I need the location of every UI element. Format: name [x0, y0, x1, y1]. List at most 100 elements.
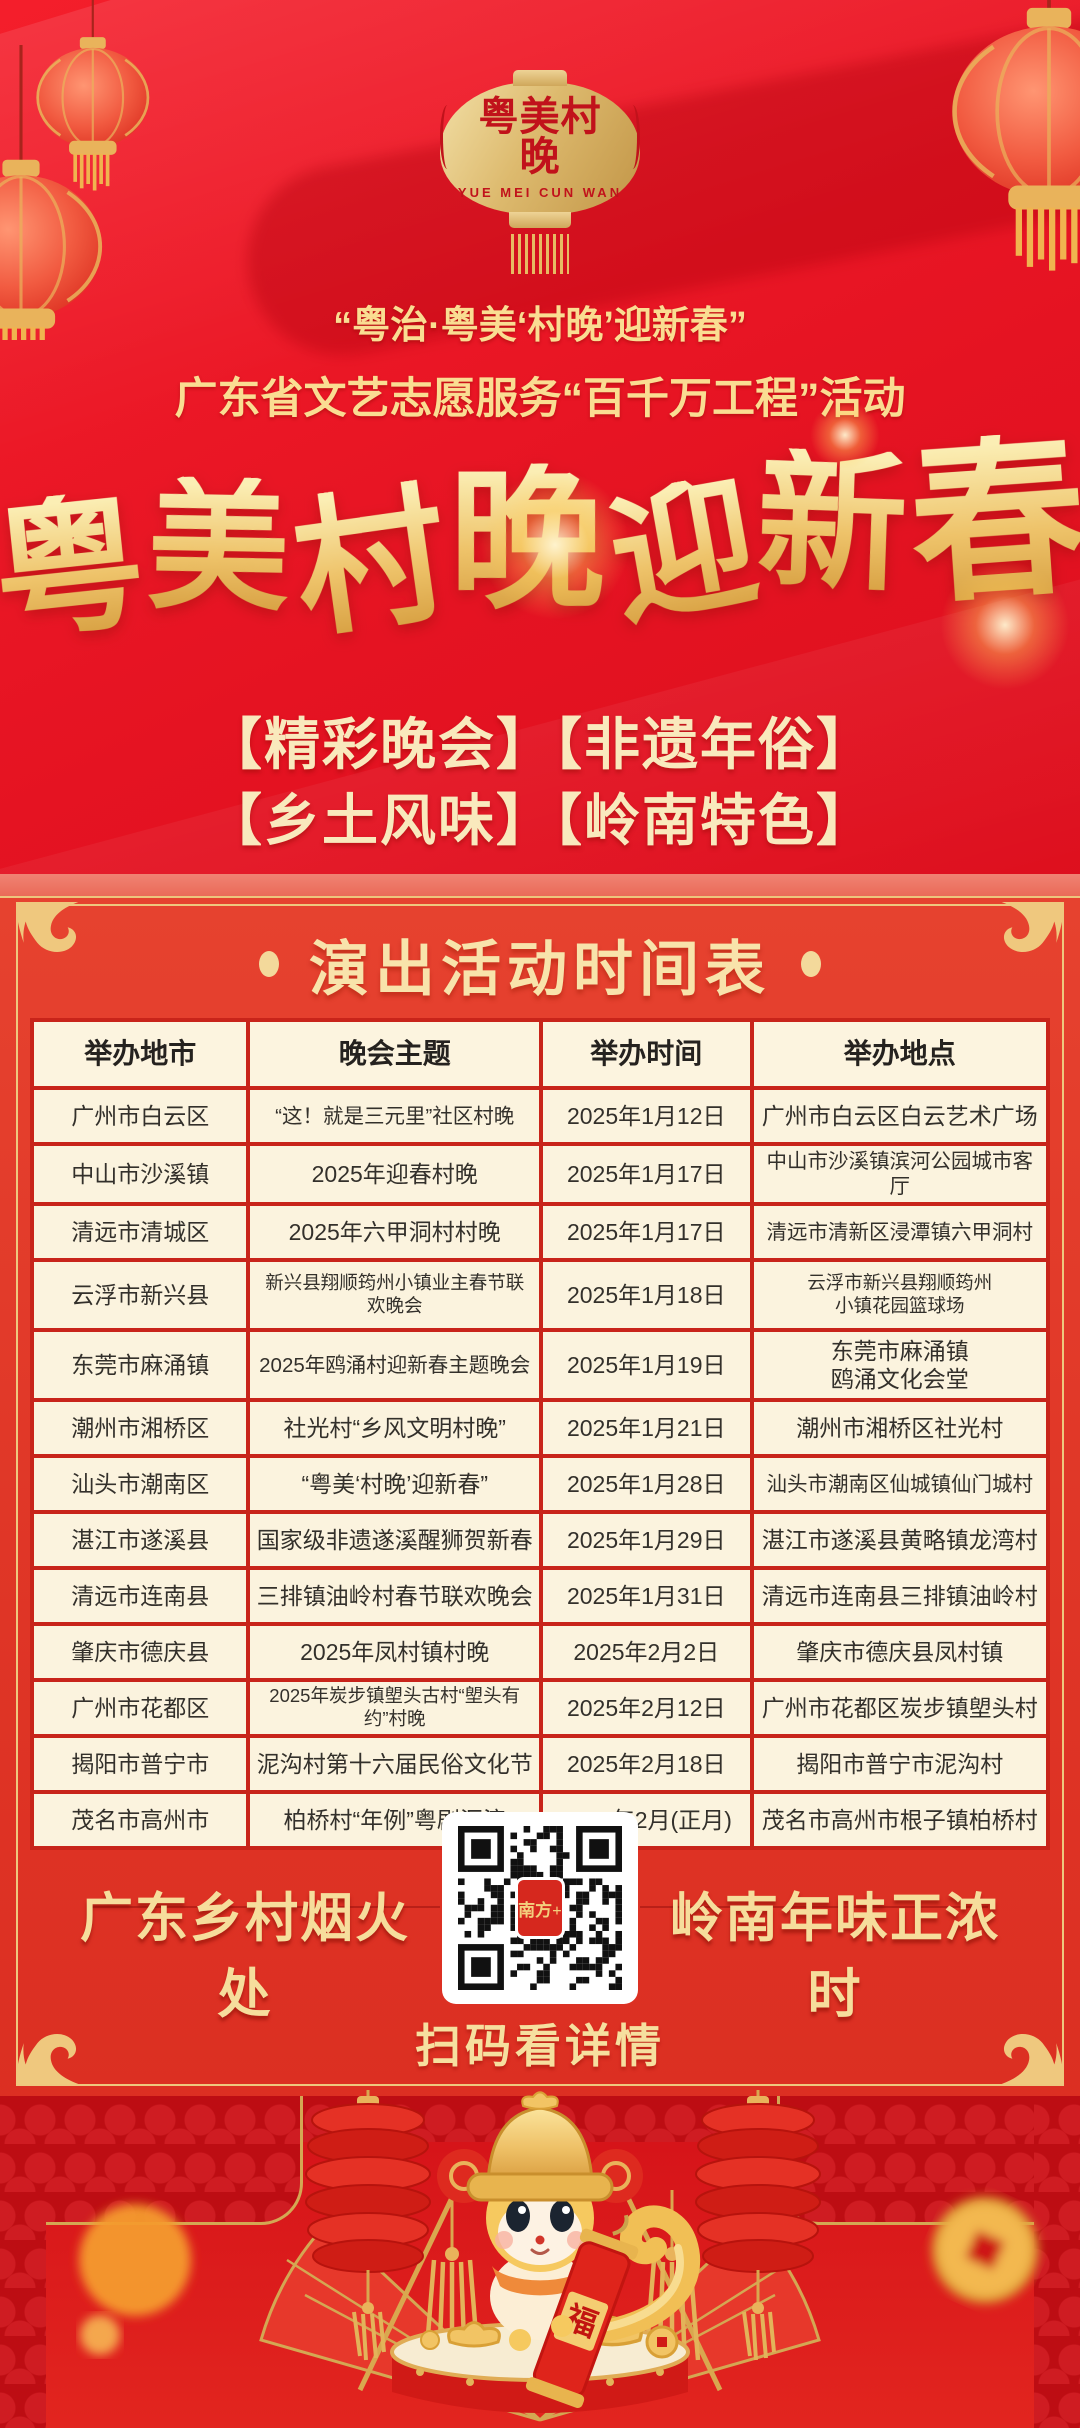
divider-line	[92, 1906, 440, 1908]
cell-venue: 中山市沙溪镇滨河公园城市客厅	[753, 1146, 1046, 1202]
table-header-row: 举办地市 晚会主题 举办时间 举办地点	[34, 1022, 1046, 1086]
cell-date: 2025年1月17日	[542, 1206, 750, 1258]
cell-date: 2025年1月21日	[542, 1402, 750, 1454]
firecracker: 福	[525, 2214, 639, 2409]
curtain-valance-right	[777, 2096, 1080, 2225]
cell-venue: 广州市花都区炭步镇塱头村	[753, 1682, 1046, 1734]
table-row: 清远市清城区 2025年六甲洞村村晚 2025年1月17日 清远市清新区浸潭镇六…	[34, 1206, 1046, 1258]
gold-frame	[16, 904, 1064, 2086]
kicker-line-2: 广东省文艺志愿服务“百千万工程”活动	[174, 375, 906, 423]
table-row: 清远市连南县 三排镇油岭村春节联欢晚会 2025年1月31日 清远市连南县三排镇…	[34, 1570, 1046, 1622]
cell-theme: 2025年鸥涌村迎新春主题晚会	[250, 1332, 539, 1398]
cell-date: 2025年2月2日	[542, 1626, 750, 1678]
qr-caption: 扫码看详情	[415, 2020, 665, 2072]
cell-theme: 新兴县翔顺筠州小镇业主春节联欢晚会	[250, 1262, 539, 1328]
cell-city: 广州市花都区	[34, 1682, 247, 1734]
cell-theme: 2025年炭步镇塱头古村“塱头有约”村晚	[250, 1682, 539, 1734]
table-row: 揭阳市普宁市 泥沟村第十六届民俗文化节 2025年2月18日 揭阳市普宁市泥沟村	[34, 1738, 1046, 1790]
cell-city: 东莞市麻涌镇	[34, 1332, 247, 1398]
main-title-char: 新	[754, 439, 910, 611]
cell-city: 肇庆市德庆县	[34, 1626, 247, 1678]
logo-latin: YUE MEI CUN WAN	[457, 184, 623, 200]
cell-venue: 清远市清新区浸潭镇六甲洞村	[753, 1206, 1046, 1258]
main-title-char: 晚	[448, 454, 605, 628]
main-title-char: 春	[904, 419, 1080, 626]
main-title-char: 村	[284, 469, 458, 657]
divider-line	[640, 1906, 988, 1908]
cell-city: 清远市清城区	[34, 1206, 247, 1258]
stage-pillar-right	[1034, 2096, 1080, 2428]
title-dot-right	[801, 951, 821, 977]
cell-date: 2025年1月31日	[542, 1570, 750, 1622]
cell-venue: 湛江市遂溪县黄略镇龙湾村	[753, 1514, 1046, 1566]
gold-blob	[79, 2204, 191, 2316]
frame-corner-ornament	[988, 900, 1066, 978]
cell-city: 广州市白云区	[34, 1090, 247, 1142]
cell-theme: 2025年凤村镇村晚	[250, 1626, 539, 1678]
cell-theme: 2025年迎春村晚	[250, 1146, 539, 1202]
cell-date: 2025年2月18日	[542, 1738, 750, 1790]
table-row: 汕头市潮南区 “粤美‘村晚’迎新春” 2025年1月28日 汕头市潮南区仙城镇仙…	[34, 1458, 1046, 1510]
schedule-table: 举办地市 晚会主题 举办时间 举办地点 广州市白云区 “这！就是三元里”社区村晚…	[30, 1018, 1050, 1850]
main-title-char: 迎	[598, 462, 769, 645]
cell-date: 2025年1月28日	[542, 1458, 750, 1510]
cell-venue: 潮州市湘桥区社光村	[753, 1402, 1046, 1454]
wealth-hat	[437, 2091, 643, 2203]
cell-date: 2025年1月19日	[542, 1332, 750, 1398]
cell-venue: 茂名市高州市根子镇柏桥村	[753, 1794, 1046, 1846]
table-row: 东莞市麻涌镇 2025年鸥涌村迎新春主题晚会 2025年1月19日 东莞市麻涌镇…	[34, 1332, 1046, 1398]
column-header-city: 举办地市	[34, 1022, 247, 1086]
frame-corner-ornament	[14, 900, 92, 978]
cell-theme: 2025年六甲洞村村晚	[250, 1206, 539, 1258]
cell-city: 潮州市湘桥区	[34, 1402, 247, 1454]
curtain-valance-left	[0, 2096, 303, 2225]
cell-date: 2025年1月12日	[542, 1090, 750, 1142]
slogan-right: 岭南年味正浓时	[670, 1889, 1000, 2024]
cell-theme: 国家级非遗遂溪醒狮贺新春	[250, 1514, 539, 1566]
table-row: 茂名市高州市 柏桥村“年例”粤剧汇演 2025年2月(正月) 茂名市高州市根子镇…	[34, 1794, 1046, 1846]
table-row: 广州市花都区 2025年炭步镇塱头古村“塱头有约”村晚 2025年2月12日 广…	[34, 1682, 1046, 1734]
cell-city: 茂名市高州市	[34, 1794, 247, 1846]
kicker-line-1: “粤治·粤美‘村晚’迎新春”	[333, 305, 747, 347]
column-header-date: 举办时间	[542, 1022, 750, 1086]
table-row: 云浮市新兴县 新兴县翔顺筠州小镇业主春节联欢晚会 2025年1月18日 云浮市新…	[34, 1262, 1046, 1328]
cell-theme: “这！就是三元里”社区村晚	[250, 1090, 539, 1142]
cell-city: 揭阳市普宁市	[34, 1738, 247, 1790]
cell-venue: 云浮市新兴县翔顺筠州 小镇花园篮球场	[753, 1262, 1046, 1328]
gold-coin	[931, 2196, 1039, 2304]
logo-left-arc	[440, 104, 455, 169]
table-row: 广州市白云区 “这！就是三元里”社区村晚 2025年1月12日 广州市白云区白云…	[34, 1090, 1046, 1142]
cell-venue: 揭阳市普宁市泥沟村	[753, 1738, 1046, 1790]
cell-theme: 泥沟村第十六届民俗文化节	[250, 1738, 539, 1790]
frame-corner-ornament	[14, 2008, 92, 2086]
cell-venue: 东莞市麻涌镇 鸥涌文化会堂	[753, 1332, 1046, 1398]
main-title-char: 美	[145, 468, 291, 629]
logo-right-arc	[625, 104, 640, 169]
column-header-venue: 举办地点	[753, 1022, 1046, 1086]
schedule-title-row: 演出活动时间表	[0, 926, 1080, 1003]
cell-date: 2025年2月12日	[542, 1682, 750, 1734]
cell-city: 云浮市新兴县	[34, 1262, 247, 1328]
table-row: 肇庆市德庆县 2025年凤村镇村晚 2025年2月2日 肇庆市德庆县凤村镇	[34, 1626, 1046, 1678]
cell-venue: 汕头市潮南区仙城镇仙门城村	[753, 1458, 1046, 1510]
snake-mascot-scene: 福	[79, 2090, 1039, 2422]
cell-venue: 清远市连南县三排镇油岭村	[753, 1570, 1046, 1622]
qr-center-logo: 南方+	[515, 1877, 565, 1939]
main-title: 粤美村晚迎新春	[0, 405, 1080, 681]
snake-mascot: 福	[437, 2091, 701, 2409]
cell-city: 中山市沙溪镇	[34, 1146, 247, 1202]
table-row: 湛江市遂溪县 国家级非遗遂溪醒狮贺新春 2025年1月29日 湛江市遂溪县黄略镇…	[34, 1514, 1046, 1566]
tags-line-1: 【精彩晚会】【非遗年俗】	[206, 713, 874, 776]
logo-fringe	[511, 234, 569, 274]
cell-city: 汕头市潮南区	[34, 1458, 247, 1510]
panel-gold-hairline	[0, 896, 1080, 898]
logo-lantern-shape: 粤美村晚 YUE MEI CUN WAN	[440, 82, 640, 214]
table-row: 中山市沙溪镇 2025年迎春村晚 2025年1月17日 中山市沙溪镇滨河公园城市…	[34, 1146, 1046, 1202]
stage-pillar-left	[0, 2096, 46, 2428]
cell-city: 湛江市遂溪县	[34, 1514, 247, 1566]
event-logo: 粤美村晚 YUE MEI CUN WAN	[435, 82, 645, 274]
column-header-theme: 晚会主题	[250, 1022, 539, 1086]
cell-theme: “粤美‘村晚’迎新春”	[250, 1458, 539, 1510]
cell-date: 2025年1月18日	[542, 1262, 750, 1328]
